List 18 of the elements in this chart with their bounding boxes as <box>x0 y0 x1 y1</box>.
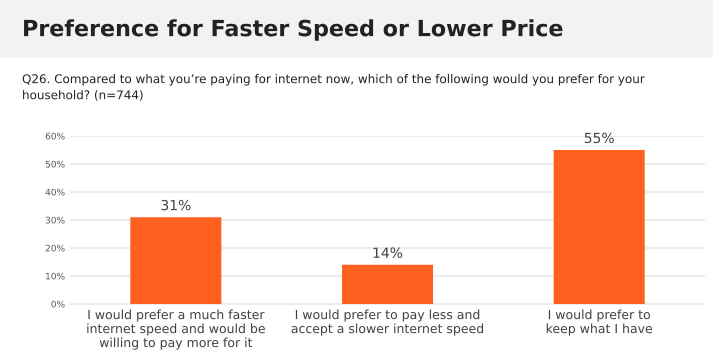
chart-subtitle: Q26. Compared to what you’re paying for internet now, which of the following would you prefer for your household? (n=744) <box>22 74 645 101</box>
x-tick-label: I would prefer a much faster internet speed and would be willing to pay more for it <box>87 310 265 350</box>
y-tick-label: 30% <box>46 216 65 224</box>
bar <box>130 217 222 304</box>
data-label: 55% <box>584 132 614 144</box>
x-tick-label: I would prefer to pay less and accept a slower internet speed <box>292 310 484 336</box>
y-tick-label: 40% <box>46 188 65 196</box>
chart-title: Preference for Faster Speed or Lower Price <box>24 19 562 41</box>
data-label: 31% <box>161 200 190 210</box>
bar <box>342 264 434 304</box>
y-tick-label: 50% <box>46 160 65 168</box>
y-tick-label: 60% <box>46 132 65 140</box>
y-tick-label: 20% <box>46 244 65 252</box>
y-tick-label: 10% <box>46 272 65 280</box>
x-tick-label: I would prefer to keep what I have <box>546 310 652 336</box>
bar <box>554 150 645 304</box>
data-label: 14% <box>374 247 402 258</box>
y-tick-label: 0% <box>51 300 65 308</box>
